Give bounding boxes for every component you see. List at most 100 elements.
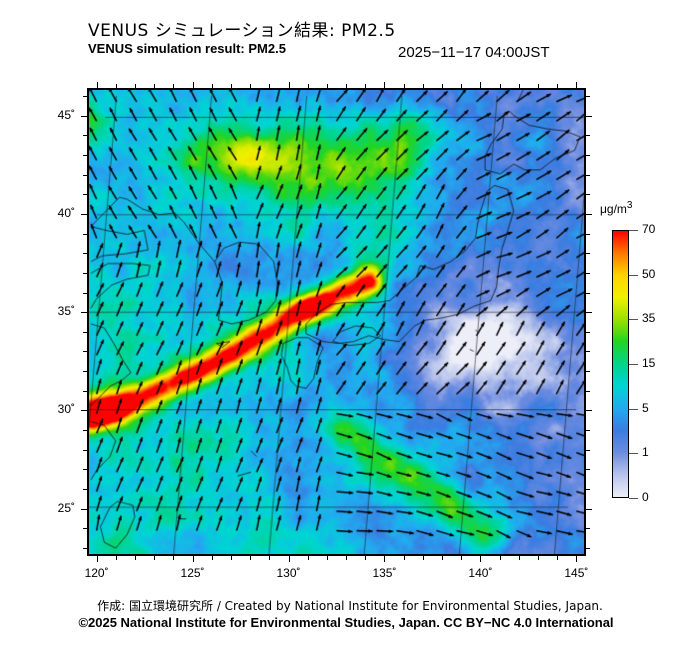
lat-tick-minor-right xyxy=(586,154,590,156)
lon-tick-minor-top xyxy=(115,84,117,88)
lon-label: 120˚ xyxy=(84,566,109,580)
pm25-concentration-heatmap xyxy=(89,90,584,554)
lat-tick-minor-right xyxy=(586,331,590,333)
lon-tick-minor-top xyxy=(499,84,501,88)
lon-label: 135˚ xyxy=(372,566,397,580)
lon-tick-minor-top xyxy=(365,84,367,88)
lon-tick-minor xyxy=(326,556,328,560)
lat-tick-minor xyxy=(83,548,87,550)
lon-tick-major-top xyxy=(384,82,386,88)
lon-tick-minor-top xyxy=(154,84,156,88)
lon-tick-major xyxy=(192,556,194,562)
lon-tick-major-top xyxy=(288,82,290,88)
lat-tick-minor xyxy=(83,154,87,156)
lat-label: 35˚ xyxy=(57,304,75,319)
lat-tick-major xyxy=(81,312,87,314)
timestamp-label: 2025−11−17 04:00JST xyxy=(398,44,550,61)
lat-label: 30˚ xyxy=(57,402,75,417)
colorbar-tick xyxy=(629,230,638,231)
lon-tick-minor-top xyxy=(250,84,252,88)
colorbar-tick xyxy=(629,453,638,455)
lon-tick-minor-top xyxy=(134,84,136,88)
lon-tick-minor-top xyxy=(230,84,232,88)
lon-tick-major xyxy=(576,556,578,562)
lon-tick-minor xyxy=(307,556,309,560)
lon-tick-minor xyxy=(518,556,520,560)
lon-tick-minor xyxy=(115,556,117,560)
lat-tick-minor-right xyxy=(586,135,590,137)
lat-tick-minor xyxy=(83,449,87,451)
lat-tick-minor-right xyxy=(586,174,590,176)
lat-tick-minor xyxy=(83,371,87,373)
lat-tick-minor xyxy=(83,233,87,235)
lat-tick-minor xyxy=(83,390,87,392)
lon-tick-minor-top xyxy=(518,84,520,88)
lat-tick-minor xyxy=(83,95,87,97)
lon-label: 145˚ xyxy=(564,566,589,580)
map-plot-area[interactable] xyxy=(87,88,586,556)
lat-tick-minor xyxy=(83,469,87,471)
lat-tick-minor xyxy=(83,331,87,333)
lat-tick-minor-right xyxy=(586,469,590,471)
lat-tick-minor-right xyxy=(586,449,590,451)
lon-tick-major-top xyxy=(480,82,482,88)
lat-tick-minor-right xyxy=(586,351,590,353)
lon-label: 125˚ xyxy=(180,566,205,580)
lat-tick-minor-right xyxy=(586,253,590,255)
lon-tick-major xyxy=(480,556,482,562)
lat-tick-minor-right xyxy=(586,430,590,432)
lon-tick-major xyxy=(384,556,386,562)
lat-tick-major xyxy=(81,410,87,412)
lat-tick-major-right xyxy=(586,508,592,510)
colorbar-tick xyxy=(629,408,638,410)
lat-tick-major-right xyxy=(586,312,592,314)
lon-tick-major-top xyxy=(576,82,578,88)
lon-tick-minor xyxy=(538,556,540,560)
lon-tick-minor xyxy=(403,556,405,560)
lat-tick-major-right xyxy=(586,410,592,412)
lon-tick-minor-top xyxy=(173,84,175,88)
lon-tick-minor-top xyxy=(269,84,271,88)
lat-tick-minor xyxy=(83,292,87,294)
lon-tick-minor-top xyxy=(211,84,213,88)
lon-label: 130˚ xyxy=(276,566,301,580)
colorbar-tick-label: 1 xyxy=(642,445,649,460)
lon-tick-minor xyxy=(154,556,156,560)
lon-tick-minor xyxy=(269,556,271,560)
lat-tick-minor-right xyxy=(586,390,590,392)
lat-label: 45˚ xyxy=(57,107,75,122)
colorbar-unit-text: μg/m xyxy=(600,202,627,216)
lat-tick-minor-right xyxy=(586,233,590,235)
lon-tick-minor-top xyxy=(326,84,328,88)
lat-tick-major-right xyxy=(586,213,592,215)
colorbar-tick-label: 35 xyxy=(642,311,656,326)
lat-tick-minor-right xyxy=(586,95,590,97)
lon-tick-minor xyxy=(365,556,367,560)
lon-label: 140˚ xyxy=(468,566,493,580)
lat-tick-minor-right xyxy=(586,548,590,550)
colorbar-unit-exponent: 3 xyxy=(626,200,633,211)
colorbar-tick xyxy=(629,364,638,365)
lat-tick-minor-right xyxy=(586,371,590,373)
lat-tick-major xyxy=(81,115,87,117)
lon-tick-minor xyxy=(442,556,444,560)
lat-tick-minor xyxy=(83,528,87,530)
lat-tick-minor xyxy=(83,135,87,137)
lat-tick-major xyxy=(81,508,87,510)
lon-tick-minor-top xyxy=(403,84,405,88)
lat-label: 25˚ xyxy=(57,500,75,515)
colorbar-unit-label: μg/m3 xyxy=(600,200,632,216)
credit-line-license: ©2025 National Institute for Environment… xyxy=(78,615,614,630)
lon-tick-major-top xyxy=(96,82,98,88)
lat-tick-major xyxy=(81,213,87,215)
colorbar-tick xyxy=(629,274,638,276)
lon-tick-minor-top xyxy=(422,84,424,88)
colorbar-tick xyxy=(629,498,638,499)
lat-tick-minor-right xyxy=(586,292,590,294)
lon-tick-minor xyxy=(230,556,232,560)
colorbar-tick-label: 0 xyxy=(642,490,649,504)
colorbar-tick-label: 50 xyxy=(642,266,656,281)
lon-tick-minor-top xyxy=(346,84,348,88)
lon-tick-minor xyxy=(250,556,252,560)
page-title-japanese: VENUS シミュレーション結果: PM2.5 xyxy=(88,21,396,41)
